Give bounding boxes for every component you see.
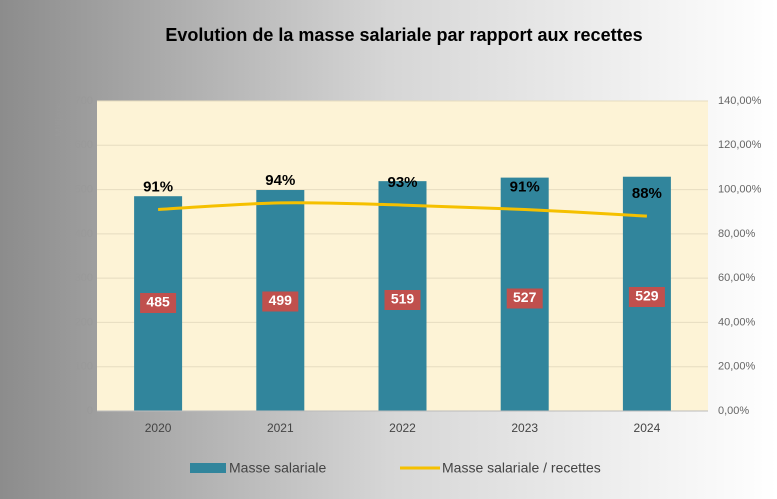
y-tick-label: 400	[75, 228, 93, 240]
data-label: 527	[513, 289, 537, 305]
legend-label: Masse salariale / recettes	[442, 460, 601, 476]
data-label-box	[140, 293, 177, 313]
x-tick-label: 2024	[634, 421, 661, 435]
y2-tick-label: 100,00%	[718, 183, 762, 195]
y-tick-label: 700	[75, 95, 93, 107]
y-tick-label: 0	[87, 405, 93, 417]
line	[158, 201, 647, 218]
data-label: 485	[146, 294, 170, 310]
y2-tick-label: 0,00%	[718, 405, 749, 417]
x-tick-label: 2020	[145, 421, 172, 435]
line-data-label: 93%	[387, 174, 417, 191]
data-label-box	[628, 287, 665, 307]
data-label-box	[262, 291, 299, 312]
line-data-label: 91%	[143, 178, 173, 195]
line-data-label: 91%	[510, 178, 540, 195]
y-tick-label: 600	[75, 139, 93, 151]
y-tick-label: 100	[75, 361, 93, 373]
data-label-box	[384, 290, 421, 310]
line-data-label: 88%	[632, 185, 662, 202]
y-tick-label: 300	[75, 272, 93, 284]
y2-tick-label: 120,00%	[718, 139, 762, 151]
y-tick-label: 200	[75, 316, 93, 328]
x-tick-label: 2021	[267, 421, 294, 435]
chart-title: Evolution de la masse salariale par rapp…	[165, 25, 642, 45]
x-tick-label: 2023	[511, 421, 538, 435]
y-tick-label: 500	[75, 183, 93, 195]
y2-tick-label: 80,00%	[718, 228, 756, 240]
y2-tick-label: 40,00%	[718, 316, 756, 328]
data-label-box	[506, 288, 543, 309]
legend-label: Masse salariale	[229, 460, 326, 476]
data-label: 529	[635, 288, 659, 304]
legend-swatch	[190, 463, 226, 473]
line-data-label: 94%	[265, 172, 295, 189]
y-axis-label: Milliers	[54, 102, 66, 137]
y2-tick-label: 60,00%	[718, 272, 756, 284]
data-label: 499	[269, 292, 293, 308]
data-label: 519	[391, 291, 415, 307]
y2-tick-label: 140,00%	[718, 95, 762, 107]
y2-tick-label: 20,00%	[718, 361, 756, 373]
x-tick-label: 2022	[389, 421, 416, 435]
